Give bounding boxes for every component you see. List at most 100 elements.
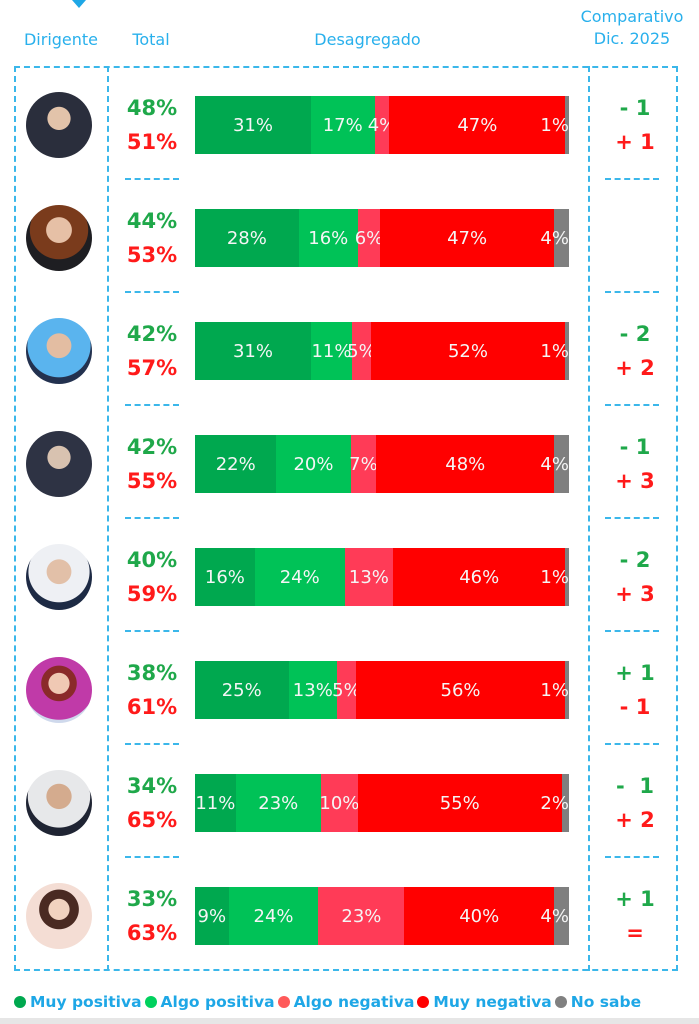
header-desagregado: Desagregado (314, 30, 421, 49)
header-total: Total (132, 30, 170, 49)
bar-label: 1% (540, 114, 569, 136)
row-separator (125, 743, 179, 745)
column-divider-left (107, 66, 109, 971)
bar-label: 47% (447, 227, 488, 249)
legend-label: Muy negativa (433, 993, 552, 1011)
bar-segment-algo-positiva: 16% (298, 209, 358, 267)
total-values: 34% 65% (120, 769, 184, 837)
row-separator (605, 856, 659, 858)
table-row: 42% 55% 22% 20% 7% 48% 4% - 1 + 3 (0, 407, 699, 520)
total-negative: 63% (126, 921, 178, 945)
bar-label: 16% (308, 227, 349, 249)
total-values: 40% 59% (120, 543, 184, 611)
total-positive: 44% (126, 209, 178, 233)
header-comparativo-line2: Dic. 2025 (593, 29, 671, 48)
legend-dot-icon (554, 996, 567, 1008)
legend-item: Muy negativa (417, 993, 552, 1011)
bar-label: 5% (332, 679, 361, 701)
header-comparativo-line1: Comparativo (580, 7, 684, 26)
total-negative: 61% (126, 695, 178, 719)
row-separator (125, 630, 179, 632)
bar-segment-no-sabe: 1% (540, 96, 569, 154)
bar-label: 52% (447, 340, 488, 362)
total-negative: 51% (126, 130, 178, 154)
bar-segment-algo-negativa: 10% (319, 774, 359, 832)
bar-segment-muy-positiva: 22% (195, 435, 277, 493)
avatar (26, 544, 92, 610)
bar-label: 4% (540, 453, 569, 475)
total-negative: 53% (126, 243, 178, 267)
row-separator (605, 404, 659, 406)
stacked-bar: 11% 23% 10% 55% 2% (195, 774, 569, 832)
comparativo-positive-change: - 1 (619, 96, 651, 120)
avatar (26, 318, 92, 384)
comparativo-positive-change: + 1 (615, 887, 655, 911)
legend-dot-icon (14, 996, 26, 1008)
bar-segment-algo-negativa: 5% (332, 661, 361, 719)
bar-segment-no-sabe: 4% (540, 435, 569, 493)
total-values: 38% 61% (120, 656, 184, 724)
stacked-bar: 9% 24% 23% 40% 4% (195, 887, 569, 945)
row-separator (125, 178, 179, 180)
total-negative: 65% (126, 808, 178, 832)
bar-label: 4% (540, 227, 569, 249)
stacked-bar: 25% 13% 5% 56% 1% (195, 661, 569, 719)
bar-label: 55% (439, 792, 480, 814)
bar-label: 31% (232, 114, 273, 136)
total-negative: 59% (126, 582, 178, 606)
bar-label: 4% (540, 905, 569, 927)
comparativo-negative-change: + 2 (615, 808, 655, 832)
total-values: 44% 53% (120, 204, 184, 272)
bar-label: 47% (457, 114, 498, 136)
comparativo-values: + 1 = (595, 882, 675, 950)
bar-segment-muy-negativa: 55% (357, 774, 562, 832)
bar-segment-algo-negativa: 4% (368, 96, 396, 154)
bar-segment-algo-positiva: 24% (254, 548, 345, 606)
total-negative: 57% (126, 356, 178, 380)
legend-item: Muy positiva (14, 993, 142, 1011)
bar-segment-muy-positiva: 9% (195, 887, 229, 945)
bar-segment-algo-negativa: 5% (347, 322, 376, 380)
bar-label: 1% (540, 679, 569, 701)
table-row: 48% 51% 31% 17% 4% 47% 1% - 1 + 1 (0, 68, 699, 181)
bar-label: 20% (293, 453, 334, 475)
stacked-bar: 16% 24% 13% 46% 1% (195, 548, 569, 606)
bar-label: 31% (232, 340, 273, 362)
avatar (26, 657, 92, 723)
bar-label: 25% (221, 679, 262, 701)
window-bottom-edge (0, 1018, 699, 1024)
legend-dot-icon (277, 996, 290, 1008)
total-positive: 33% (126, 887, 178, 911)
table-frame (14, 66, 678, 971)
bar-label: 5% (347, 340, 376, 362)
comparativo-positive-change: - 1 (619, 435, 651, 459)
avatar (26, 883, 92, 949)
bar-segment-muy-positiva: 16% (195, 548, 255, 606)
stacked-bar: 31% 17% 4% 47% 1% (195, 96, 569, 154)
comparativo-values: - 1 + 3 (595, 430, 675, 498)
avatar (26, 770, 92, 836)
total-negative: 55% (126, 469, 178, 493)
comparativo-negative-change: + 3 (615, 582, 655, 606)
bar-label: 40% (459, 905, 500, 927)
comparativo-values: - 1 + 1 (595, 91, 675, 159)
total-values: 33% 63% (120, 882, 184, 950)
bar-segment-no-sabe: 1% (540, 322, 569, 380)
bar-segment-no-sabe: 4% (540, 887, 569, 945)
bar-label: 24% (253, 905, 294, 927)
total-positive: 34% (126, 774, 178, 798)
table-row: 44% 53% 28% 16% 6% 47% 4% (0, 181, 699, 294)
legend-item: Algo positiva (144, 993, 275, 1011)
legend-dot-icon (144, 996, 157, 1008)
bar-label: 24% (279, 566, 320, 588)
bar-segment-no-sabe: 1% (540, 548, 569, 606)
bar-segment-algo-positiva: 20% (276, 435, 351, 493)
bar-segment-algo-negativa: 7% (349, 435, 378, 493)
bar-label: 6% (354, 227, 384, 249)
bar-label: 13% (292, 679, 333, 701)
bar-segment-muy-positiva: 11% (195, 774, 236, 832)
legend-label: Muy positiva (30, 993, 142, 1011)
bar-label: 16% (204, 566, 245, 588)
row-separator (125, 517, 179, 519)
legend-label: No sabe (570, 993, 642, 1011)
